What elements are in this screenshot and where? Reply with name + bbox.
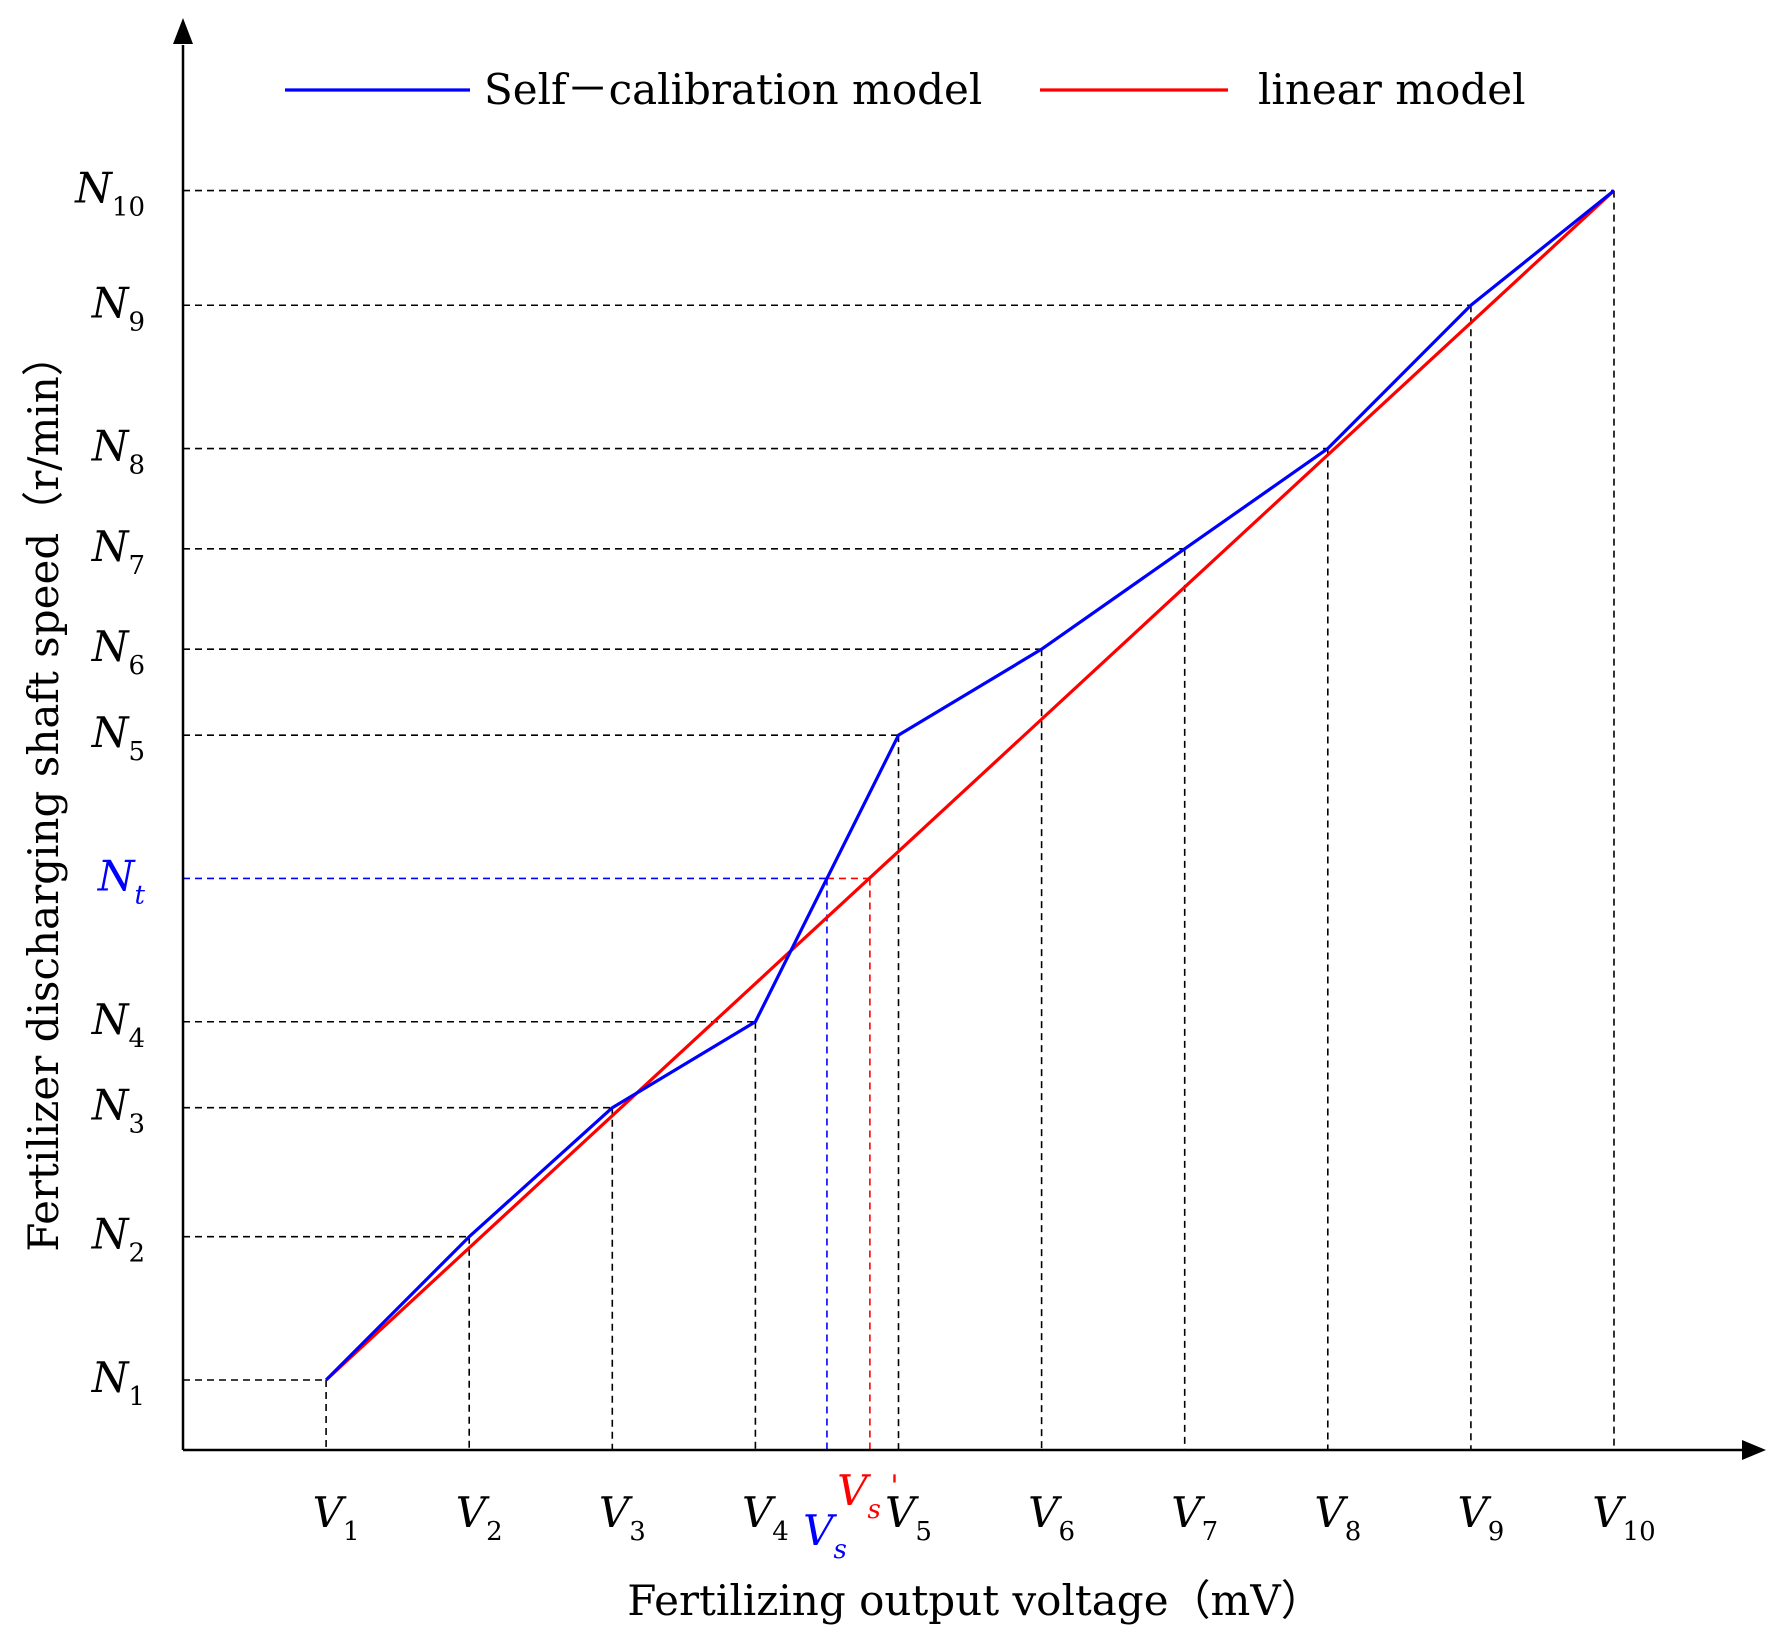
x-axis-arrow (1742, 1440, 1766, 1460)
x-tick-label-V9: V9 (1457, 1488, 1504, 1547)
y-tick-label-N3: N3 (91, 1081, 145, 1140)
y-tick-label-N5: N5 (91, 708, 145, 767)
y-tick-label-N1: N1 (91, 1353, 145, 1412)
x-axis-label: Fertilizing output voltage（mV） (627, 1576, 1322, 1625)
y-tick-label-N10: N10 (74, 164, 145, 223)
y-tick-label-N6: N6 (91, 622, 145, 681)
x-tick-label-V8: V8 (1314, 1488, 1361, 1547)
legend-label-self-calibration: Self－calibration model (484, 65, 982, 114)
x-tick-label-V6: V6 (1028, 1488, 1075, 1547)
y-tick-label-N8: N8 (91, 422, 145, 481)
x-tick-label-Vs: Vs (803, 1506, 847, 1565)
x-tick-label-V2: V2 (456, 1488, 503, 1547)
guide-lines (183, 189, 1615, 1450)
legend-label-linear: linear model (1258, 65, 1526, 114)
y-tick-label-Nt: Nt (97, 851, 146, 910)
axes (173, 18, 1766, 1460)
tick-labels: V1 V2 V3 V4 V5 V6 V7 V8 V9 V10 N1 N2 N3 N4 N5 N6 N7 N8 N9 N… (74, 164, 1656, 1565)
series-lines (324, 189, 1616, 1382)
x-tick-label-V4: V4 (742, 1488, 789, 1547)
x-tick-label-V10: V10 (1592, 1488, 1655, 1547)
y-tick-label-N2: N2 (91, 1210, 145, 1269)
legend: Self－calibration model linear model (285, 65, 1526, 114)
linear-series-line (325, 189, 1616, 1382)
x-tick-label-Vs-prime: Vs ' (837, 1466, 898, 1525)
y-axis-arrow (173, 18, 193, 44)
y-tick-label-N7: N7 (91, 522, 145, 581)
x-tick-label-V3: V3 (599, 1488, 646, 1547)
x-tick-label-V7: V7 (1171, 1488, 1218, 1547)
x-tick-label-V5: V5 (885, 1488, 932, 1547)
y-tick-label-N4: N4 (91, 995, 145, 1054)
y-axis-label: Fertilizer discharging shaft speed（r/min… (19, 334, 68, 1252)
y-tick-label-N9: N9 (91, 278, 145, 337)
x-tick-label-V1: V1 (313, 1488, 360, 1547)
self-calibration-series-line (324, 189, 1616, 1382)
